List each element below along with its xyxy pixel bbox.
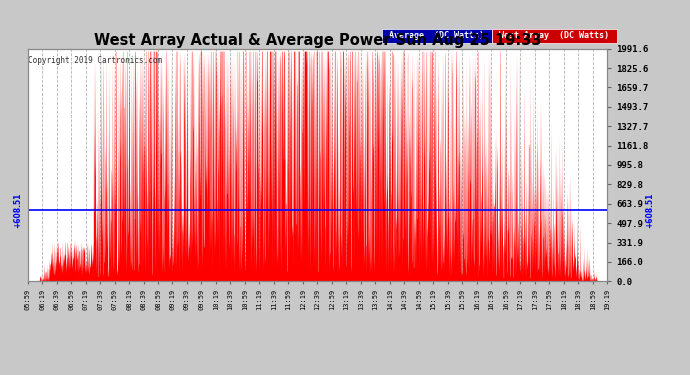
- Text: +608.51: +608.51: [645, 192, 654, 228]
- Text: Copyright 2019 Cartronics.com: Copyright 2019 Cartronics.com: [28, 56, 162, 65]
- Title: West Array Actual & Average Power Sun Aug 25 19:33: West Array Actual & Average Power Sun Au…: [94, 33, 541, 48]
- Text: West Array  (DC Watts): West Array (DC Watts): [494, 32, 614, 40]
- Text: +608.51: +608.51: [13, 192, 22, 228]
- Text: Average  (DC Watts): Average (DC Watts): [384, 32, 489, 40]
